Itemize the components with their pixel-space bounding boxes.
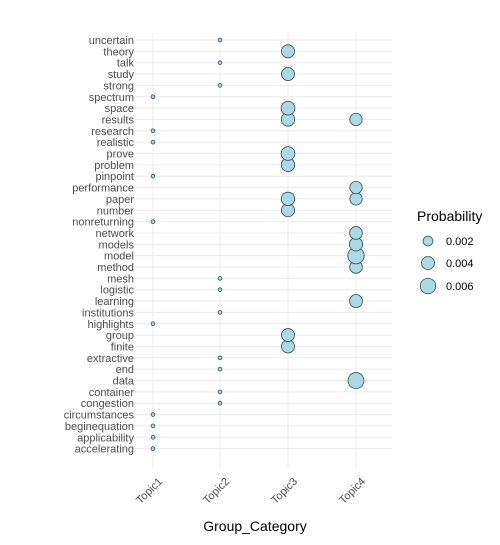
legend-key-circle <box>422 235 434 247</box>
data-point <box>349 180 363 195</box>
y-tick-label: performance <box>72 183 134 195</box>
y-tick-label: study <box>108 69 135 81</box>
y-tick-label: method <box>97 262 134 274</box>
data-point <box>347 372 365 389</box>
data-point <box>217 400 223 406</box>
y-tick-label: applicability <box>77 432 134 444</box>
data-point <box>217 310 223 315</box>
y-tick-label: logistic <box>100 285 134 297</box>
data-point <box>150 412 156 417</box>
data-point <box>217 60 223 65</box>
y-tick-label: network <box>95 228 134 240</box>
y-tick-label: research <box>91 126 134 138</box>
y-tick-label: beginequation <box>65 421 134 433</box>
data-point <box>150 219 156 224</box>
data-point <box>150 173 156 179</box>
y-tick-label: container <box>89 387 135 399</box>
data-point <box>217 366 223 372</box>
y-tick-label: accelerating <box>75 444 134 456</box>
data-point <box>281 328 295 343</box>
y-tick-label: space <box>105 103 134 115</box>
y-tick-label: uncertain <box>89 35 134 47</box>
legend-key-label: 0.006 <box>446 281 474 293</box>
data-point <box>349 192 363 206</box>
data-point <box>280 100 296 116</box>
data-point <box>150 321 156 327</box>
data-point <box>150 94 156 100</box>
legend-key-circle <box>421 256 435 270</box>
data-point <box>281 44 295 59</box>
legend-key-circle <box>419 277 437 295</box>
y-tick-label: theory <box>103 46 134 58</box>
legend-key-label: 0.002 <box>446 236 474 248</box>
data-point <box>349 112 363 127</box>
y-tick-label: institutions <box>82 307 134 319</box>
data-point <box>217 276 223 281</box>
y-tick-label: number <box>97 205 135 217</box>
y-tick-label: extractive <box>87 353 134 365</box>
y-tick-label: pinpoint <box>95 171 134 183</box>
grid <box>118 33 392 469</box>
y-tick-label: congestion <box>81 398 134 410</box>
x-tick-labels: Topic1 Topic2 Topic3 Topic4 <box>134 476 368 507</box>
data-point <box>217 37 223 43</box>
data-point <box>150 128 156 134</box>
y-tick-label: spectrum <box>89 92 134 104</box>
data-point <box>150 139 156 145</box>
y-tick-label: talk <box>117 58 135 70</box>
y-tick-label: learning <box>95 296 134 308</box>
y-tick-label: finite <box>111 341 134 353</box>
y-tick-label: strong <box>103 80 134 92</box>
data-points <box>150 37 365 451</box>
legend-items: 0.002 0.004 0.006 <box>419 235 474 295</box>
data-point <box>280 191 296 207</box>
data-point <box>150 423 156 429</box>
y-tick-label: models <box>99 239 135 251</box>
data-point <box>150 446 156 451</box>
y-tick-label: nonreturning <box>72 217 134 229</box>
x-tick-label: Topic1 <box>134 476 165 507</box>
x-tick-label: Topic2 <box>201 476 232 507</box>
legend-key-label: 0.004 <box>446 258 474 270</box>
x-tick-label: Topic4 <box>337 476 368 507</box>
y-tick-label: mesh <box>107 273 134 285</box>
y-tick-label: circumstances <box>64 410 135 422</box>
y-tick-label: results <box>102 114 135 126</box>
legend-title: Probability <box>417 208 482 224</box>
data-point <box>217 389 223 395</box>
y-tick-label: group <box>106 330 134 342</box>
x-tick-label: Topic3 <box>269 476 300 507</box>
data-point <box>349 294 363 308</box>
data-point <box>217 83 223 88</box>
y-tick-label: data <box>113 376 135 388</box>
data-point <box>217 287 223 292</box>
y-tick-label: realistic <box>97 137 135 149</box>
y-tick-label: problem <box>94 160 134 172</box>
y-tick-label: end <box>116 364 134 376</box>
data-point <box>281 67 295 81</box>
data-point <box>349 226 363 240</box>
data-point <box>150 434 156 440</box>
legend: Probability 0.002 0.004 0.006 <box>417 208 482 295</box>
y-tick-label: paper <box>106 194 134 206</box>
x-axis-label: Group_Category <box>203 518 307 534</box>
data-point <box>217 355 223 361</box>
y-tick-label: model <box>104 251 134 263</box>
y-tick-label: prove <box>106 149 134 161</box>
data-point <box>280 146 296 161</box>
y-tick-label: highlights <box>88 319 135 331</box>
y-tick-labels: acceleratingapplicabilitybeginequationci… <box>64 35 135 456</box>
